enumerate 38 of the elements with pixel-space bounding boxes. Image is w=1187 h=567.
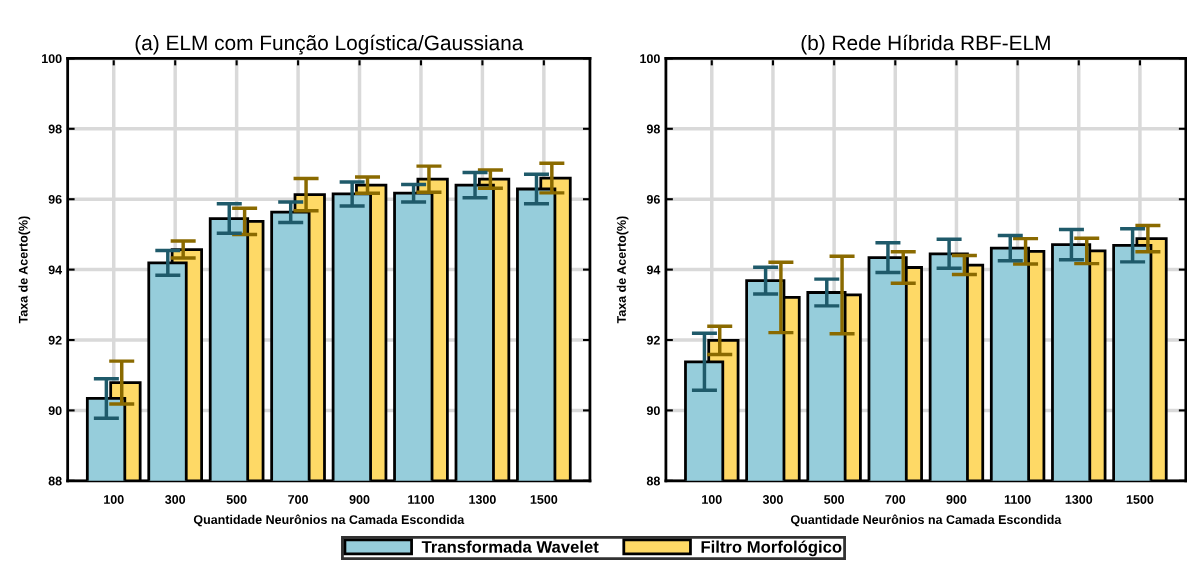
x-tick-label: 1300 [469, 495, 496, 504]
y-tick-label: 100 [640, 54, 660, 64]
y-tick-label: 98 [48, 124, 62, 134]
y-tick-label: 94 [48, 265, 63, 275]
x-axis-title: Quantidade Neurônios na Camada Escondida [790, 514, 1062, 527]
y-tick-label: 94 [646, 265, 661, 275]
x-tick-label: 1100 [1004, 495, 1031, 504]
y-tick-label: 88 [646, 476, 660, 486]
x-tick-label: 900 [946, 495, 967, 504]
x-tick-label: 1100 [408, 495, 435, 504]
x-tick-label: 500 [226, 495, 247, 504]
y-tick-label: 90 [646, 406, 660, 416]
y-tick-label: 98 [646, 124, 660, 134]
x-tick-label: 900 [349, 495, 370, 504]
x-tick-label: 1300 [1065, 495, 1093, 504]
x-tick-label: 300 [762, 495, 783, 504]
x-tick-label: 100 [702, 495, 722, 504]
chart-title: (b) Rede Híbrida RBF-ELM [801, 34, 1050, 55]
x-tick-label: 700 [885, 495, 906, 504]
legend-label: Filtro Morfológico [701, 540, 842, 557]
x-tick-label: 300 [165, 495, 186, 504]
y-tick-label: 88 [48, 476, 62, 486]
legend-label: Transformada Wavelet [421, 540, 599, 553]
y-tick-label: 96 [48, 195, 62, 204]
y-tick-label: 90 [48, 406, 62, 416]
x-tick-label: 500 [824, 495, 845, 504]
x-tick-label: 100 [104, 495, 124, 504]
y-tick-label: 92 [646, 335, 660, 345]
x-tick-label: 1500 [1126, 495, 1154, 504]
chart-title: (a) ELM com Função Logística/Gaussiana [135, 34, 524, 55]
y-tick-label: 92 [48, 335, 62, 345]
y-axis-title: Taxa de Acerto(%) [18, 216, 31, 324]
y-tick-label: 100 [42, 54, 62, 64]
x-tick-label: 1500 [530, 495, 558, 504]
y-axis-title: Taxa de Acerto(%) [616, 216, 629, 324]
x-tick-label: 700 [288, 495, 308, 504]
x-axis-title: Quantidade Neurônios na Camada Escondida [193, 514, 465, 527]
y-tick-label: 96 [646, 195, 660, 204]
